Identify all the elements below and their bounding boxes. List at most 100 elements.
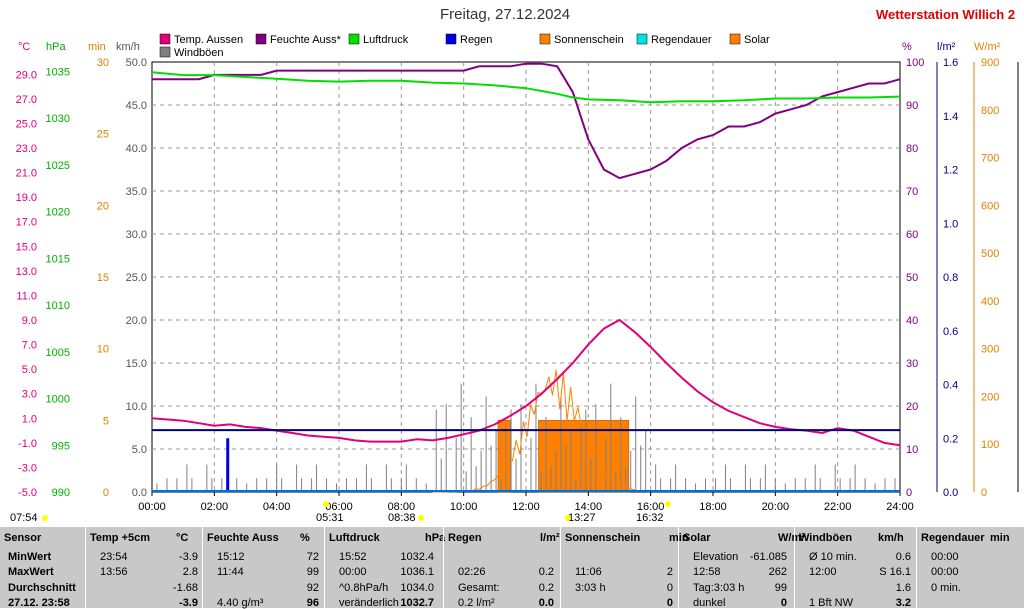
rain-row-label: 02:26	[458, 566, 486, 578]
y-tick-label: 990	[52, 487, 70, 499]
y-tick-label: 1.6	[943, 57, 958, 69]
y-tick-label: 1015	[46, 253, 70, 265]
legend-label: Regen	[460, 34, 492, 46]
solar-row-value: 99	[774, 582, 787, 594]
y-tick-label: 500	[981, 248, 999, 260]
x-tick-label: 04:00	[263, 501, 291, 513]
y-tick-label: 1.0	[943, 218, 958, 230]
y-tick-label: 13.0	[16, 266, 37, 278]
press-row-label: 15:52	[339, 551, 367, 563]
hpa-unit-label: hPa	[46, 41, 66, 53]
weather-chart: 29.0 27.0 25.0 23.0 21.0 19.0 17.0 15.0 13.0 11.0…	[10, 33, 1019, 524]
y-tick-label: 700	[981, 153, 999, 165]
sunset-icon	[665, 501, 671, 507]
sensor-row-label: Durchschnitt	[8, 582, 76, 594]
legend-label: Windböen	[174, 47, 224, 59]
lm2-unit-label: l/m²	[937, 41, 956, 53]
column-separator	[85, 527, 86, 608]
raindur-row-label: 00:00	[931, 551, 959, 563]
hum-row-label: 15:12	[217, 551, 245, 563]
y-tick-label: 30	[906, 358, 918, 370]
solar-unit: W/m²	[778, 532, 805, 544]
y-tick-label: 1.0	[22, 413, 37, 425]
y-tick-label: 27.0	[16, 94, 37, 106]
y-tick-label: 1.2	[943, 165, 958, 177]
x-tick-label: 24:00	[886, 501, 914, 513]
sensor-column: Sensor MinWert MaxWert Durchschnitt 27.12. 2…	[0, 527, 86, 609]
y-tick-label: 20.0	[126, 315, 147, 327]
y-tick-label: 300	[981, 344, 999, 356]
y-tick-label: 100	[981, 439, 999, 451]
solar-header: Solar	[683, 532, 711, 544]
x-axis: 00:00 02:00 04:00 06:00 08:00 10:00 12:00 14:00…	[138, 492, 914, 513]
wind-column: Windböen km/h Ø 10 min. 0.6 12:00 S 16.1 1.6 1 …	[795, 527, 917, 609]
sensor-row-label: MaxWert	[8, 566, 54, 578]
wind-header: Windböen	[799, 532, 853, 544]
press-row-value: 1032.4	[400, 551, 434, 563]
sunshine-bar	[538, 420, 630, 493]
hum-row-value: 72	[306, 551, 319, 563]
wind-row-label: Ø 10 min.	[809, 551, 857, 563]
y-tick-label: 0.2	[943, 433, 958, 445]
y-tick-label: 0	[906, 487, 912, 499]
temp-row-label: 23:54	[100, 551, 128, 563]
rain-row-value: 0.0	[538, 597, 554, 609]
station-name[interactable]: Wetterstation Willich 2	[876, 7, 1015, 22]
y-tick-label: 30	[97, 57, 109, 69]
y-tick-label: 995	[52, 440, 70, 452]
press-row-label: ^0.8hPa/h	[339, 582, 389, 594]
sun-row-value: 2	[666, 566, 673, 578]
x-tick-label: 10:00	[450, 501, 478, 513]
legend-swatch	[729, 33, 741, 45]
column-separator	[202, 527, 203, 608]
press-column: Luftdruck hPa 15:52 1032.4 00:00 1036.1 ^0.8hP…	[325, 527, 445, 609]
solar-row-label: dunkel	[693, 597, 726, 609]
wind-row-label: 1 Bft NW	[809, 597, 854, 609]
x-tick-label: 18:00	[699, 501, 727, 513]
y-tick-label: 0.8	[943, 272, 958, 284]
y-tick-label: 30.0	[126, 229, 147, 241]
y-tick-label: 1020	[46, 207, 70, 219]
y-tick-label: -5.0	[18, 487, 37, 499]
raindur-unit: min	[990, 532, 1010, 544]
sun-row-label: 11:06	[575, 566, 602, 578]
rain-unit: l/m²	[540, 532, 560, 544]
y-tick-label: 10	[906, 444, 918, 456]
x-tick-label: 12:00	[512, 501, 540, 513]
y-tick-label: 1025	[46, 160, 70, 172]
stats-table: Sensor MinWert MaxWert Durchschnitt 27.12. 2…	[0, 527, 1024, 609]
y-tick-label: 20	[97, 200, 109, 212]
raindur-column: Regendauer min 00:00 00:00 0 min.	[917, 527, 1024, 608]
column-separator	[916, 527, 917, 608]
solar-row-label: Tag:3:03 h	[693, 582, 745, 594]
y-tick-label: 900	[981, 57, 999, 69]
gust-bars	[156, 383, 896, 492]
legend-swatch	[159, 46, 171, 58]
y-tick-label: 35.0	[126, 186, 147, 198]
y-tick-label: 25	[97, 129, 109, 141]
sun-row-value: 0	[666, 582, 673, 594]
legend: Temp. Aussen Feuchte Auss* Luftdruck Regen S…	[159, 33, 770, 59]
axis-unit-labels: °C hPa min km/h % l/m² W/m²	[18, 41, 1001, 53]
y-tick-label: 10	[97, 344, 109, 356]
solar-row-value: -61.085	[749, 551, 787, 563]
y-tick-label: 25.0	[16, 118, 37, 130]
y-tick-label: 5.0	[132, 444, 147, 456]
y-tick-label: 19.0	[16, 192, 37, 204]
legend-swatch	[445, 33, 457, 45]
temp-row-value: -1.68	[172, 582, 198, 594]
x-tick-label: 14:00	[575, 501, 603, 513]
solar-column: Solar W/m² Elevation -61.085 12:58 262 Tag:3:0…	[679, 527, 805, 609]
y-tick-label: -1.0	[18, 438, 37, 450]
y-tick-label: 200	[981, 391, 999, 403]
legend-swatch	[159, 33, 171, 45]
daylength-label: 07:54	[10, 512, 38, 524]
temp-unit: °C	[176, 532, 189, 544]
sunrise-icon	[323, 501, 329, 507]
y-tick-label: 1010	[46, 300, 70, 312]
hum-row-value: 92	[306, 582, 319, 594]
solar-row-value: 0	[780, 597, 787, 609]
y-tick-label: 40	[906, 315, 918, 327]
legend-label: Temp. Aussen	[174, 34, 243, 46]
wind-row-value: 0.6	[895, 551, 911, 563]
